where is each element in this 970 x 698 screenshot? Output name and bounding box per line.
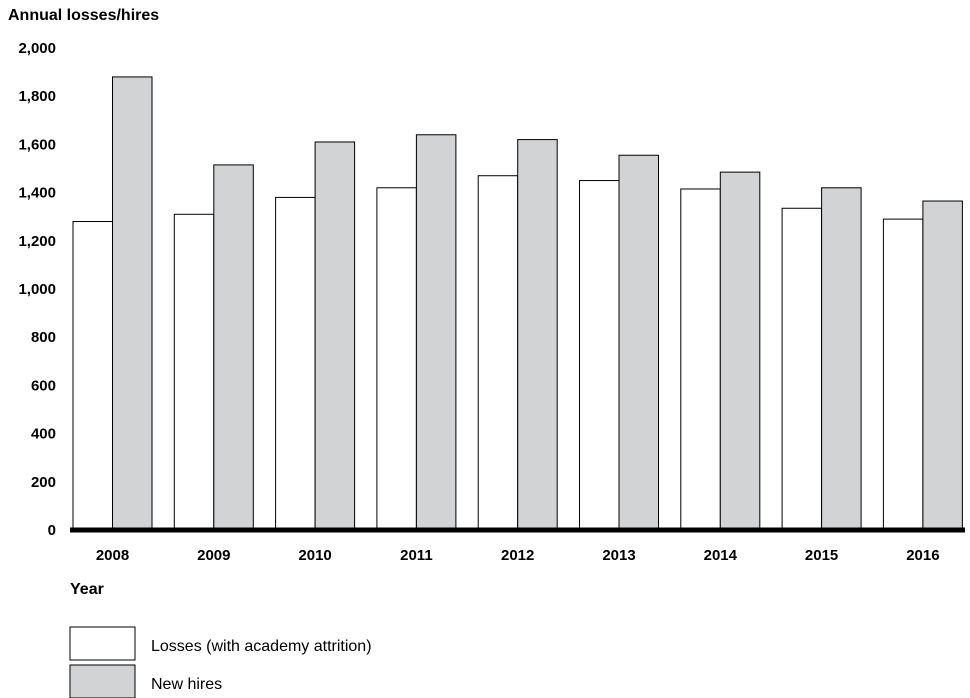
- bar-losses: [173, 213, 215, 531]
- bar-losses: [275, 196, 316, 531]
- y-tick-label: 2,000: [18, 40, 56, 57]
- legend: Losses (with academy attrition) New hire…: [69, 626, 372, 698]
- bar-losses: [72, 221, 113, 531]
- bar-new-hires: [415, 134, 457, 531]
- x-tick-label: 2016: [906, 547, 939, 564]
- bar-losses: [376, 187, 417, 531]
- bar-losses: [781, 207, 823, 531]
- y-tick-labels: 0 200 400 600 800 1,000 1,200 1,400 1,600 1,800 2,…: [18, 40, 56, 539]
- bar-losses: [680, 188, 721, 531]
- x-tick-labels: 2008 2009 2010 2011 2012 2013 2014 2015 2016: [96, 547, 940, 564]
- y-tick-label: 0: [48, 522, 56, 539]
- y-tick-label: 400: [31, 426, 56, 443]
- x-tick-label: 2014: [704, 547, 738, 564]
- legend-swatch-losses: [69, 626, 136, 661]
- y-tick-label: 600: [31, 377, 56, 394]
- bar-new-hires: [314, 141, 356, 531]
- bar-new-hires: [112, 76, 153, 531]
- x-tick-label: 2008: [96, 547, 129, 564]
- bar-losses: [477, 175, 519, 531]
- bar-new-hires: [618, 154, 659, 531]
- y-tick-label: 1,200: [18, 233, 56, 250]
- bar-new-hires: [213, 164, 254, 531]
- legend-label-new-hires: New hires: [151, 676, 222, 693]
- legend-label-losses: Losses (with academy attrition): [151, 638, 372, 655]
- x-tick-label: 2015: [805, 547, 838, 564]
- x-tick-label: 2010: [298, 547, 331, 564]
- y-tick-label: 800: [31, 329, 56, 346]
- y-tick-label: 1,800: [18, 88, 56, 105]
- y-tick-label: 1,000: [18, 281, 56, 298]
- x-axis-title: Year: [70, 581, 104, 598]
- y-tick-label: 1,400: [18, 185, 56, 202]
- bar-new-hires: [719, 171, 761, 531]
- x-tick-label: 2009: [197, 547, 230, 564]
- x-tick-label: 2012: [501, 547, 534, 564]
- bar-losses: [579, 180, 620, 531]
- bar-new-hires: [821, 187, 862, 531]
- y-tick-label: 1,600: [18, 136, 56, 153]
- y-tick-label: 200: [31, 474, 56, 491]
- bar-losses: [882, 218, 924, 531]
- x-tick-label: 2013: [602, 547, 635, 564]
- y-axis-title: Annual losses/hires: [8, 7, 159, 24]
- bar-new-hires: [517, 139, 558, 531]
- bars: [72, 76, 963, 531]
- bar-new-hires: [922, 200, 963, 531]
- x-tick-label: 2011: [400, 547, 433, 564]
- legend-swatch-new-hires: [69, 664, 136, 698]
